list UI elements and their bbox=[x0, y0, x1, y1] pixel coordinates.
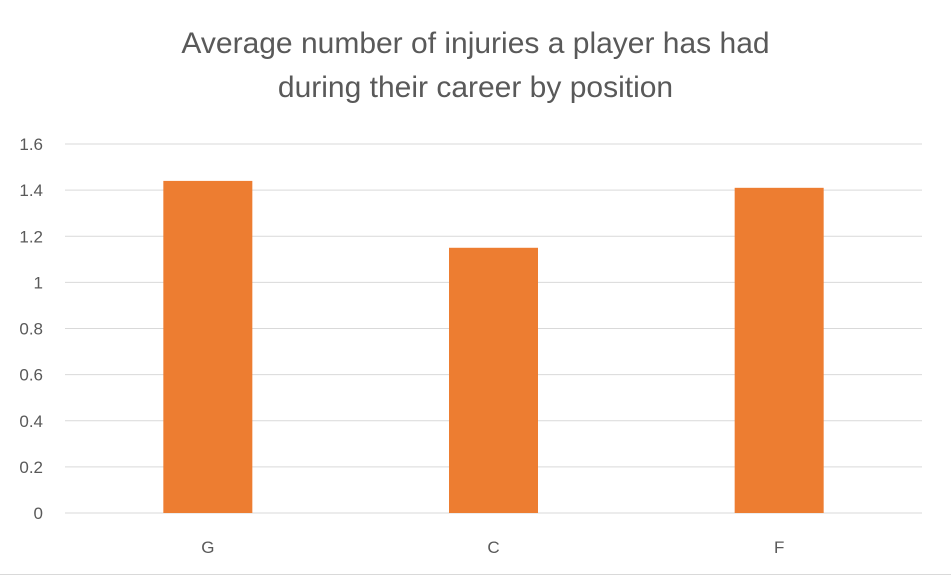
x-tick-label-G: G bbox=[201, 538, 214, 557]
x-tick-label-F: F bbox=[774, 538, 784, 557]
y-axis-ticks: 0 0.2 0.4 0.6 0.8 1 1.2 1.4 1.6 bbox=[19, 135, 43, 523]
x-tick-label-C: C bbox=[487, 538, 499, 557]
y-tick-label-1: 0.2 bbox=[19, 458, 43, 477]
bar-C bbox=[449, 247, 538, 513]
y-tick-label-3: 0.6 bbox=[19, 366, 43, 385]
y-tick-label-6: 1.2 bbox=[19, 227, 43, 246]
bars bbox=[163, 180, 824, 513]
y-tick-label-8: 1.6 bbox=[19, 135, 43, 154]
y-tick-label-4: 0.8 bbox=[19, 320, 43, 339]
y-tick-label-0: 0 bbox=[34, 504, 43, 523]
y-tick-label-2: 0.4 bbox=[19, 412, 43, 431]
chart-title-line-1: Average number of injuries a player has … bbox=[181, 27, 770, 60]
y-tick-label-7: 1.4 bbox=[19, 181, 43, 200]
bar-G bbox=[163, 180, 253, 513]
y-tick-label-5: 1 bbox=[34, 273, 43, 292]
chart-title: Average number of injuries a player has … bbox=[0, 22, 951, 110]
chart-title-line-2: during their career by position bbox=[277, 71, 674, 104]
bar-F bbox=[734, 187, 824, 513]
